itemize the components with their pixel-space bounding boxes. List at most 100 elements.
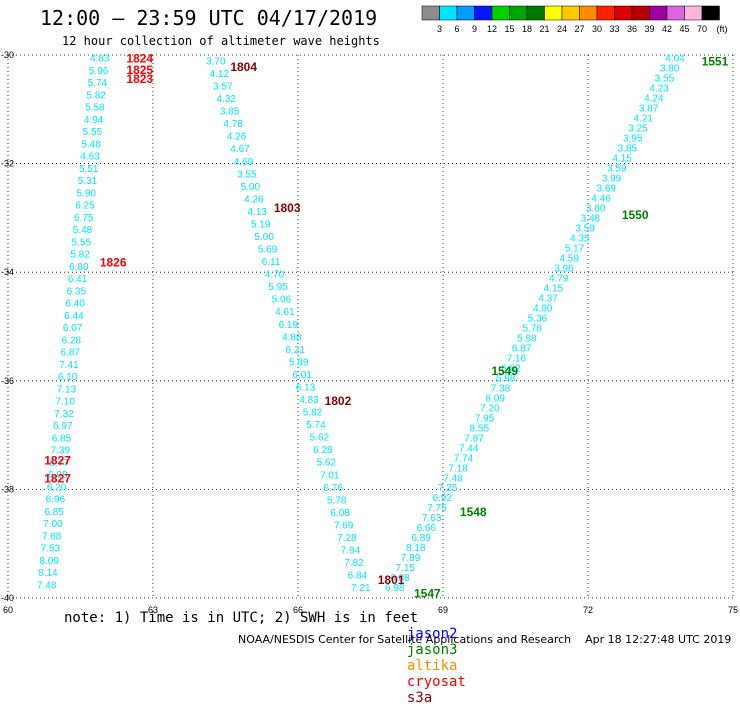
wave-height-value: 7.15 bbox=[396, 563, 416, 574]
wave-height-value: 4.83 bbox=[299, 395, 319, 406]
wave-height-value: 6.97 bbox=[53, 421, 73, 432]
wave-height-value: 5.51 bbox=[79, 164, 99, 175]
wave-height-value: 4.15 bbox=[612, 154, 632, 165]
wave-height-value: 5.78 bbox=[522, 323, 542, 334]
wave-height-value: 7.28 bbox=[337, 533, 357, 544]
wave-height-value: 5.31 bbox=[78, 176, 98, 187]
footer-credit: NOAA/NESDIS Center for Satellite Applica… bbox=[238, 633, 732, 646]
wave-height-value: 4.94 bbox=[84, 115, 104, 126]
lat-tick-label: -32 bbox=[1, 159, 14, 169]
wave-height-value: 3.85 bbox=[618, 144, 638, 155]
wave-height-value: 6.28 bbox=[62, 335, 82, 346]
wave-height-value: 3.59 bbox=[607, 164, 627, 175]
wave-height-value: 7.00 bbox=[43, 519, 63, 530]
pass-time-label: 1824 bbox=[126, 52, 153, 66]
wave-height-value: 5.90 bbox=[76, 188, 96, 199]
wave-height-value: 6.85 bbox=[44, 507, 64, 518]
wave-height-value: 7.20 bbox=[480, 403, 500, 414]
wave-height-value: 8.55 bbox=[470, 423, 490, 434]
wave-height-value: 5.17 bbox=[565, 244, 585, 255]
wave-height-value: 4.90 bbox=[533, 303, 553, 314]
wave-height-value: 5.62 bbox=[317, 458, 337, 469]
pass-time-label: 1825 bbox=[126, 63, 153, 77]
wave-height-value: 4.26 bbox=[244, 194, 264, 205]
pass-time-label: 1547 bbox=[414, 587, 441, 601]
wave-height-value: 6.88 bbox=[390, 573, 410, 584]
wave-height-value: 6.92 bbox=[433, 493, 453, 504]
wave-height-value: 7.10 bbox=[55, 397, 75, 408]
wave-height-value: 7.41 bbox=[59, 360, 79, 371]
wave-height-value: 5.06 bbox=[272, 295, 292, 306]
wave-height-value: 7.01 bbox=[320, 470, 340, 481]
wave-height-value: 3.80 bbox=[586, 204, 606, 215]
scale-label: 6 bbox=[454, 24, 459, 34]
wave-height-value: 4.46 bbox=[591, 194, 611, 205]
wave-height-value: 3.85 bbox=[220, 107, 240, 118]
pass-time-label: 1551 bbox=[702, 54, 729, 68]
wave-height-value: 6.66 bbox=[417, 523, 437, 534]
wave-height-value: 7.18 bbox=[448, 463, 468, 474]
lat-tick-label: -30 bbox=[1, 50, 14, 60]
lon-tick-label: 72 bbox=[583, 605, 593, 615]
pass-time-label: 1801 bbox=[378, 573, 405, 587]
satellite-legend: jason2 jason3 altika cryosat s3a bbox=[390, 610, 466, 706]
wave-height-value: 4.32 bbox=[216, 94, 236, 105]
note-text: note: 1) Time is in UTC; 2) SWH is in fe… bbox=[64, 610, 419, 626]
wave-height-value: 7.21 bbox=[351, 583, 371, 594]
wave-height-value: 7.74 bbox=[454, 453, 474, 464]
scale-label: 3 bbox=[437, 24, 442, 34]
wave-height-value: 6.40 bbox=[65, 299, 85, 310]
scale-label: 45 bbox=[679, 24, 689, 34]
wave-height-value: 7.48 bbox=[443, 473, 463, 484]
wave-height-value: 5.82 bbox=[303, 408, 323, 419]
wave-height-value: 7.44 bbox=[459, 443, 479, 454]
wave-height-value: 6.41 bbox=[68, 274, 88, 285]
wave-height-value: 7.82 bbox=[344, 558, 364, 569]
wave-height-value: 7.39 bbox=[51, 446, 71, 457]
wave-height-value: 3.55 bbox=[237, 169, 257, 180]
wave-height-value: 7.53 bbox=[41, 544, 61, 555]
wave-height-value: 8.18 bbox=[406, 543, 426, 554]
pass-time-label: 1550 bbox=[622, 208, 649, 222]
wave-height-value: 3.57 bbox=[213, 82, 233, 93]
scale-label: 9 bbox=[472, 24, 477, 34]
scale-label: 27 bbox=[574, 24, 584, 34]
wave-height-value: 4.35 bbox=[570, 234, 590, 245]
scale-label: 42 bbox=[662, 24, 672, 34]
scale-unit: (ft) bbox=[717, 24, 728, 34]
wave-height-value: 4.69 bbox=[234, 157, 254, 168]
wave-height-value: 7.16 bbox=[507, 353, 527, 364]
wave-height-value: 3.99 bbox=[602, 174, 622, 185]
wave-height-value: 6.07 bbox=[63, 323, 83, 334]
wave-height-value: 5.19 bbox=[251, 219, 271, 230]
wave-height-value: 8.09 bbox=[39, 556, 59, 567]
wave-height-value: 6.96 bbox=[46, 495, 66, 506]
wave-height-value: 5.55 bbox=[83, 127, 103, 138]
legend-altika: altika bbox=[406, 658, 458, 674]
wave-height-value: 4.37 bbox=[538, 293, 558, 304]
wave-height-value: 7.89 bbox=[401, 553, 421, 564]
wave-height-value: 6.08 bbox=[48, 470, 68, 481]
scale-label: 33 bbox=[609, 24, 619, 34]
wave-height-value: 5.00 bbox=[241, 182, 261, 193]
scale-label: 39 bbox=[644, 24, 654, 34]
pass-time-label: 1802 bbox=[325, 394, 352, 408]
scale-label: 30 bbox=[592, 24, 602, 34]
wave-height-value: 6.76 bbox=[323, 483, 343, 494]
wave-height-value: 7.13 bbox=[57, 384, 77, 395]
wave-height-value: 6.87 bbox=[60, 348, 80, 359]
wave-height-value: 4.61 bbox=[275, 307, 295, 318]
wave-height-value: 4.21 bbox=[634, 114, 654, 125]
wave-height-value: 7.25 bbox=[438, 483, 458, 494]
wave-height-value: 7.95 bbox=[475, 413, 495, 424]
wave-height-value: 5.69 bbox=[258, 245, 278, 256]
page-title: 12:00 – 23:59 UTC 04/17/2019 bbox=[40, 6, 378, 30]
pass-time-label: 1826 bbox=[100, 255, 127, 269]
wave-height-value: 3.25 bbox=[628, 124, 648, 135]
wave-height-value: 5.98 bbox=[517, 333, 537, 344]
scale-label: 21 bbox=[539, 24, 549, 34]
pass-time-label: 1549 bbox=[491, 364, 518, 378]
wave-height-value: 6.21 bbox=[286, 345, 306, 356]
lon-tick-label: 63 bbox=[148, 605, 158, 615]
wave-height-value: 5.55 bbox=[72, 237, 92, 248]
